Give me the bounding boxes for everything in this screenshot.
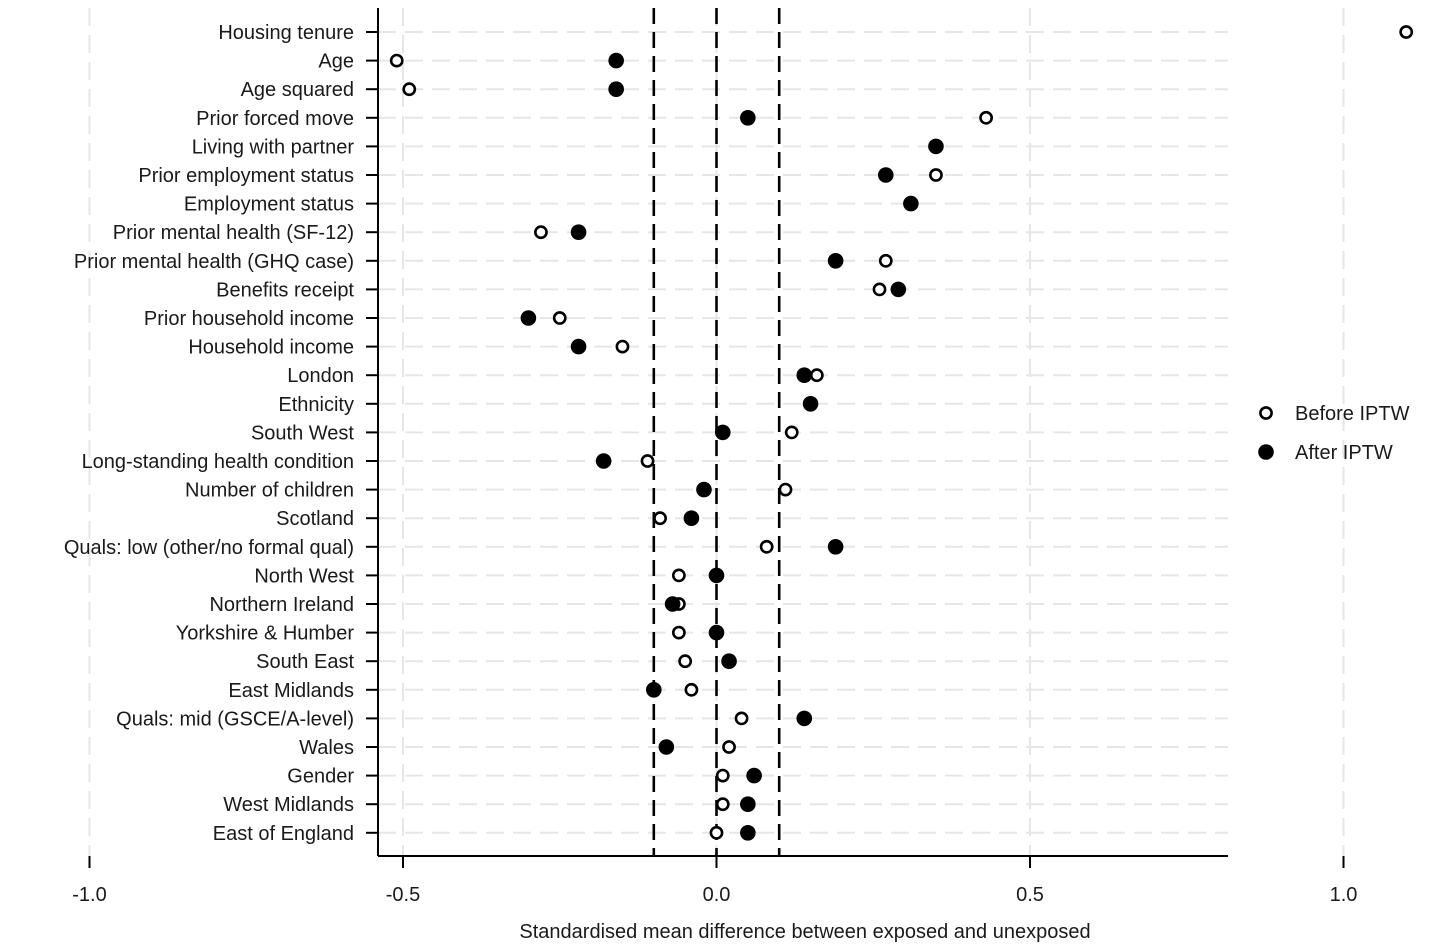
point-after-iptw (696, 482, 712, 498)
point-before-iptw (680, 656, 691, 667)
y-tick-label: Yorkshire & Humber (176, 623, 355, 645)
legend-marker-after (1258, 444, 1274, 460)
x-tick-label: 0.0 (703, 884, 731, 906)
y-tick-label: Northern Ireland (209, 594, 354, 616)
y-tick-labels: Housing tenure Age Age squared Prior forced… (64, 22, 378, 845)
x-tick-labels: -1.0-0.50.00.51.01.5 (72, 856, 1434, 906)
x-axis-title: Standardised mean difference between exp… (519, 921, 1090, 943)
y-tick-label: Scotland (276, 508, 354, 530)
point-after-iptw (709, 568, 725, 584)
point-after-iptw (721, 653, 737, 669)
point-before-iptw (981, 112, 992, 123)
x-tick-label: -0.5 (386, 884, 420, 906)
point-before-iptw (780, 484, 791, 495)
y-tick-label: Prior mental health (SF-12) (113, 222, 354, 244)
y-tick-label: East Midlands (228, 680, 354, 702)
legend-label: After IPTW (1295, 442, 1393, 464)
y-tick-label: East of England (213, 823, 354, 845)
y-tick-label: Gender (287, 766, 354, 788)
point-before-iptw (617, 341, 628, 352)
point-before-iptw (874, 284, 885, 295)
point-after-iptw (646, 682, 662, 698)
point-after-iptw (684, 510, 700, 526)
point-after-iptw (571, 339, 587, 355)
point-after-iptw (740, 825, 756, 841)
point-after-iptw (659, 739, 675, 755)
y-tick-label: North West (254, 565, 354, 587)
y-tick-label: Prior forced move (196, 108, 354, 130)
x-tick-label: 1.0 (1330, 884, 1358, 906)
y-tick-label: South East (256, 651, 354, 673)
point-before-iptw (642, 455, 653, 466)
point-after-iptw (571, 224, 587, 240)
legend-marker-before (1260, 407, 1271, 418)
y-tick-label: Quals: low (other/no formal qual) (64, 537, 354, 559)
point-before-iptw (930, 169, 941, 180)
point-after-iptw (715, 425, 731, 441)
point-before-iptw (717, 770, 728, 781)
point-after-iptw (796, 367, 812, 383)
point-after-iptw (596, 453, 612, 469)
y-tick-label: Wales (299, 737, 354, 759)
axes (378, 8, 1228, 856)
point-before-iptw (717, 799, 728, 810)
y-tick-label: Employment status (184, 194, 354, 216)
point-before-iptw (654, 513, 665, 524)
y-tick-label: London (287, 365, 354, 387)
y-tick-label: Number of children (185, 480, 354, 502)
point-after-iptw (796, 711, 812, 727)
point-after-iptw (878, 167, 894, 183)
y-tick-label: Prior mental health (GHQ case) (74, 251, 354, 273)
y-tick-label: Prior household income (144, 308, 354, 330)
point-before-iptw (404, 84, 415, 95)
point-before-iptw (761, 541, 772, 552)
point-before-iptw (1401, 26, 1412, 37)
y-tick-label: Age (318, 51, 354, 73)
point-after-iptw (828, 253, 844, 269)
point-before-iptw (736, 713, 747, 724)
point-after-iptw (746, 768, 762, 784)
point-before-iptw (673, 570, 684, 581)
y-tick-label: West Midlands (223, 794, 354, 816)
legend-label: Before IPTW (1295, 403, 1410, 425)
x-tick-label: 0.5 (1016, 884, 1044, 906)
y-tick-label: South West (251, 422, 354, 444)
point-before-iptw (811, 370, 822, 381)
point-before-iptw (711, 827, 722, 838)
point-after-iptw (891, 282, 907, 298)
point-after-iptw (928, 139, 944, 155)
point-before-iptw (535, 227, 546, 238)
point-before-iptw (391, 55, 402, 66)
point-before-iptw (786, 427, 797, 438)
y-tick-label: Household income (188, 337, 354, 359)
point-after-iptw (903, 196, 919, 212)
y-tick-label: Benefits receipt (216, 279, 354, 301)
point-after-iptw (803, 396, 819, 412)
point-after-iptw (709, 625, 725, 641)
point-before-iptw (723, 741, 734, 752)
y-tick-label: Long-standing health condition (82, 451, 354, 473)
y-tick-label: Prior employment status (138, 165, 354, 187)
point-after-iptw (828, 539, 844, 555)
point-after-iptw (665, 596, 681, 612)
point-before-iptw (673, 627, 684, 638)
point-before-iptw (880, 255, 891, 266)
point-before-iptw (554, 312, 565, 323)
point-after-iptw (740, 796, 756, 812)
point-after-iptw (608, 53, 624, 69)
point-after-iptw (521, 310, 537, 326)
y-tick-label: Quals: mid (GSCE/A-level) (116, 708, 354, 730)
y-tick-label: Housing tenure (218, 22, 354, 44)
y-tick-label: Age squared (241, 79, 354, 101)
point-before-iptw (686, 684, 697, 695)
point-after-iptw (608, 81, 624, 97)
x-tick-label: -1.0 (72, 884, 106, 906)
point-after-iptw (740, 110, 756, 126)
y-tick-label: Living with partner (192, 136, 355, 158)
legend: Before IPTW After IPTW (1258, 403, 1409, 464)
y-tick-label: Ethnicity (278, 394, 354, 416)
